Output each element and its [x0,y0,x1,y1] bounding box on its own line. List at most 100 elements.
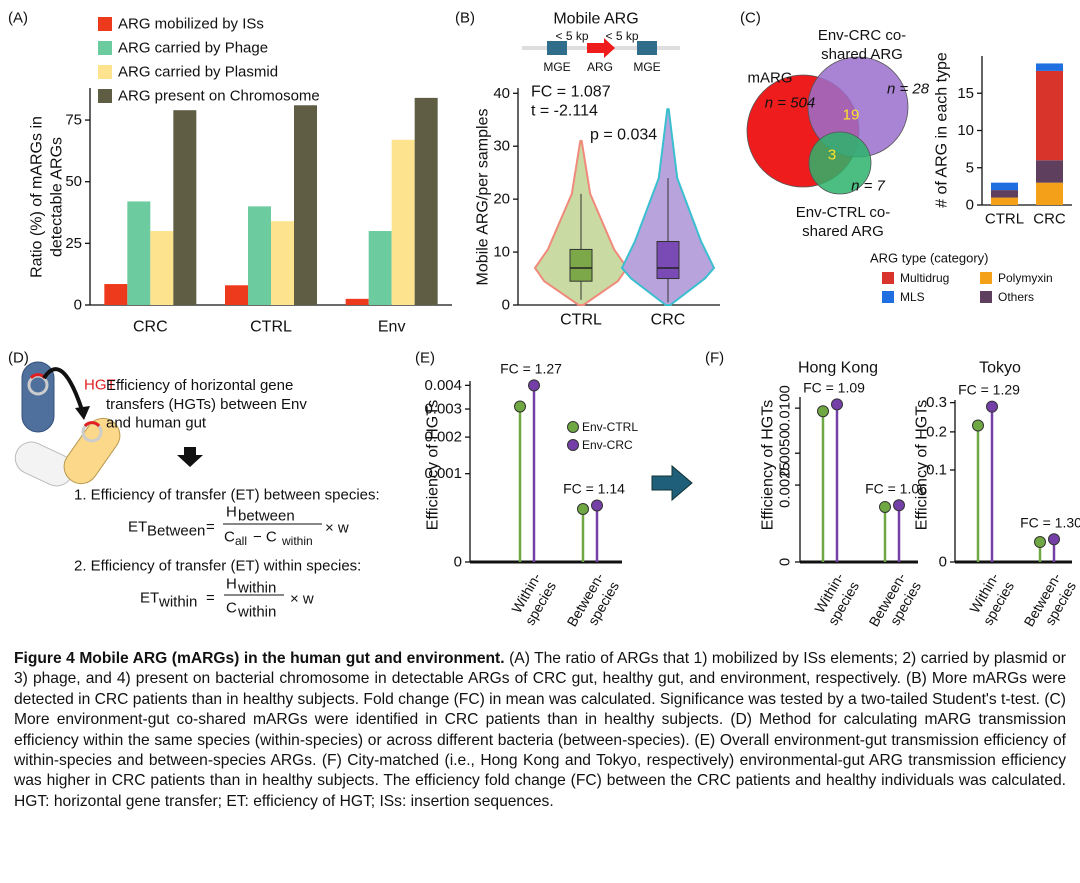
x-tick-label: Between-species [1020,570,1079,638]
y-tick-label: 0 [939,554,947,571]
legend-swatch [98,41,112,55]
dot [1034,536,1046,549]
transfer-arrow [42,367,84,411]
distance-label: < 5 kp [555,29,588,43]
transfer-arrow-head [75,406,90,420]
legend-label: ARG present on Chromosome [118,88,320,105]
y-tick-label: 5 [966,159,974,176]
x-tick-label: Between-species [865,570,924,638]
y-tick-label: 0 [74,297,82,314]
bar [248,206,271,305]
description: Efficiency of horizontal gene transfers (… [106,377,307,432]
formula-num: H [226,576,237,593]
x-tick-label: CTRL [560,312,602,329]
annotation: p = 0.034 [590,127,657,144]
bar-segment [1036,63,1063,71]
x-tick-label: CRC [133,319,168,336]
distance-label: < 5 kp [605,29,638,43]
legend-swatch [980,272,992,284]
step-label: 2. Efficiency of transfer (ET) within sp… [74,558,361,575]
formula-sub: between [238,508,295,525]
bar-segment [991,190,1018,198]
annotation: FC = 1.14 [563,480,625,496]
y-tick-label: 0 [454,554,462,571]
bar-segment [1036,182,1063,205]
legend-label: Env-CRC [582,438,633,452]
legend-label: Polymyxin [998,271,1053,285]
y-tick-label: 0 [966,197,974,214]
formula-sub: within [237,604,276,621]
element-label: MGE [633,60,660,74]
dot [514,400,526,413]
bar [150,231,174,305]
x-tick-label: CRC [1033,211,1066,228]
formula-den: − C [253,529,277,546]
formula-eq: = [206,590,215,607]
chart-title: Tokyo [979,360,1021,377]
legend-swatch [98,65,112,79]
y-tick-label: 0 [777,558,794,566]
annotation: t = -2.114 [531,103,598,120]
x-tick-label: Within-species [964,570,1017,628]
panel-label: (A) [8,10,28,27]
bar [391,139,415,305]
legend-label: MLS [900,290,925,304]
formula-den: C [226,600,237,617]
panel-label: (D) [8,350,29,367]
dot [528,379,540,392]
dot [986,400,998,413]
x-tick-label: Between-species [563,570,622,638]
legend-label: Env-CTRL [582,420,638,434]
legend-title: ARG type (category) [870,251,989,266]
box [656,240,680,280]
y-tick-label: 40 [493,85,510,102]
bar [414,97,438,305]
legend-label: ARG carried by Phage [118,40,268,57]
caption-text: (A) The ratio of ARGs that 1) mobilized … [14,650,1066,810]
formula-sub: within [158,594,197,611]
bar [127,201,151,305]
bar [225,285,248,305]
legend-label: ARG carried by Plasmid [118,64,278,81]
bar [368,231,392,305]
legend-label: Others [998,290,1034,304]
legend-swatch [882,291,894,303]
set-label: Env-CRC co-shared ARG [818,27,906,63]
formula-den: C [224,529,235,546]
legend-swatch [882,272,894,284]
bacteria-illustration [14,361,121,487]
y-tick-label: 0.0100 [777,385,794,431]
dot [591,499,603,512]
hgt-label: HGT [84,377,116,394]
panel-label: (F) [705,350,724,367]
set-label: Env-CTRL co-shared ARG [796,204,890,240]
legend-label: Multidrug [900,271,949,285]
annotation: FC = 1.06 [865,480,927,496]
x-tick-label: CTRL [985,211,1024,228]
annotation: FC = 1.27 [500,360,562,376]
formula-sub: within [237,580,276,597]
x-tick-label: Within-species [809,570,862,628]
dot [972,419,984,432]
bar-segment [991,197,1018,205]
formula-eq: = [206,519,215,536]
chart-title: Mobile ARG [553,11,638,28]
formula-sub: all [235,534,247,548]
y-axis-label: Efficiency of HGTs [914,400,931,530]
down-arrow [177,447,203,467]
dot [893,499,905,512]
set-label: mARG [748,70,793,87]
annotation: FC = 1.29 [958,382,1020,398]
region-label: 3 [828,147,836,164]
dot [879,500,891,513]
legend-marker [567,439,579,451]
y-tick-label: 0.2 [926,423,947,440]
y-tick-label: 0 [502,297,510,314]
bar [104,284,128,305]
y-axis-label: # of ARG in each type [934,52,951,208]
bar [271,221,294,305]
dot [577,503,589,516]
formula-num: H [226,504,237,521]
y-tick-label: 0.002 [424,429,462,446]
